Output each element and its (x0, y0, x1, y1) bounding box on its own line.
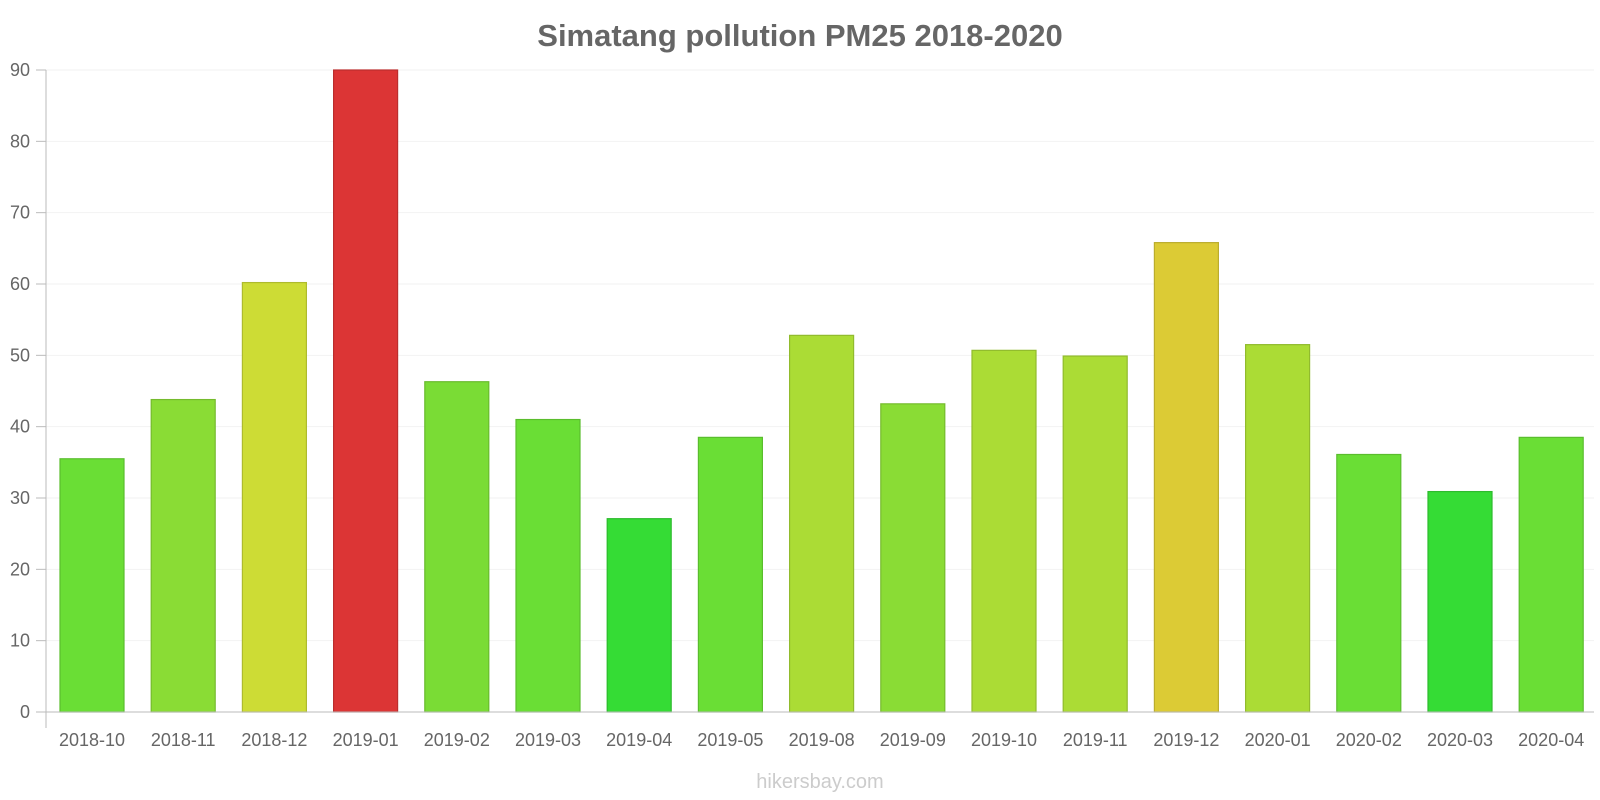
y-tick-label: 80 (10, 131, 30, 151)
bar-2019-02 (424, 381, 490, 713)
x-tick-label: 2020-04 (1518, 730, 1584, 750)
x-tick-label: 2019-02 (424, 730, 490, 750)
bar-2018-11 (150, 398, 216, 713)
x-tick-label: 2020-01 (1245, 730, 1311, 750)
bar-2019-12 (1153, 242, 1220, 713)
bar-2019-08 (788, 334, 855, 713)
y-tick-label: 70 (10, 203, 30, 223)
bar-2019-09 (880, 403, 946, 713)
x-tick-label: 2018-12 (241, 730, 307, 750)
y-tick-labels: 0 10 20 30 40 50 60 70 80 90 (10, 60, 46, 722)
x-tick-label: 2018-11 (151, 730, 216, 750)
y-tick-label: 10 (10, 631, 30, 651)
bar-2019-03 (515, 418, 581, 713)
x-tick-label: 2019-09 (880, 730, 946, 750)
watermark: hikersbay.com (756, 771, 883, 793)
x-tick-label: 2019-08 (789, 730, 855, 750)
bar-2018-12 (241, 281, 307, 713)
y-tick-label: 60 (10, 274, 30, 294)
x-tick-label: 2019-10 (971, 730, 1037, 750)
y-tick-label: 30 (10, 488, 30, 508)
x-tick-labels: 2018-10 2018-11 2018-12 2019-01 2019-02 2019-… (59, 730, 1584, 750)
y-tick-label: 40 (10, 417, 30, 437)
x-tick-label: 2019-03 (515, 730, 581, 750)
x-tick-label: 2019-05 (697, 730, 763, 750)
bar-2019-11 (1062, 355, 1128, 713)
x-tick-label: 2019-04 (606, 730, 672, 750)
bars (59, 69, 1584, 713)
y-tick-label: 90 (10, 60, 30, 80)
y-tick-label: 0 (20, 702, 30, 722)
x-tick-label: 2019-12 (1153, 730, 1219, 750)
x-tick-label: 2019-01 (333, 730, 399, 750)
x-tick-label: 2020-03 (1427, 730, 1493, 750)
bar-2018-10 (59, 458, 125, 713)
bar-2019-10 (971, 349, 1037, 713)
bar-2020-03 (1427, 490, 1493, 713)
bar-2020-01 (1244, 344, 1311, 713)
x-tick-label: 2019-11 (1063, 730, 1128, 750)
bar-2020-04 (1518, 436, 1584, 713)
bar-2019-01 (333, 69, 399, 713)
bar-2020-02 (1336, 453, 1402, 713)
x-tick-label: 2020-02 (1336, 730, 1402, 750)
y-tick-label: 20 (10, 559, 30, 579)
axes (36, 70, 1594, 728)
bar-2019-05 (697, 436, 764, 713)
y-tick-label: 50 (10, 345, 30, 365)
bar-2019-04 (606, 518, 672, 713)
x-tick-label: 2018-10 (59, 730, 125, 750)
chart-title: Simatang pollution PM25 2018-2020 (537, 18, 1062, 53)
